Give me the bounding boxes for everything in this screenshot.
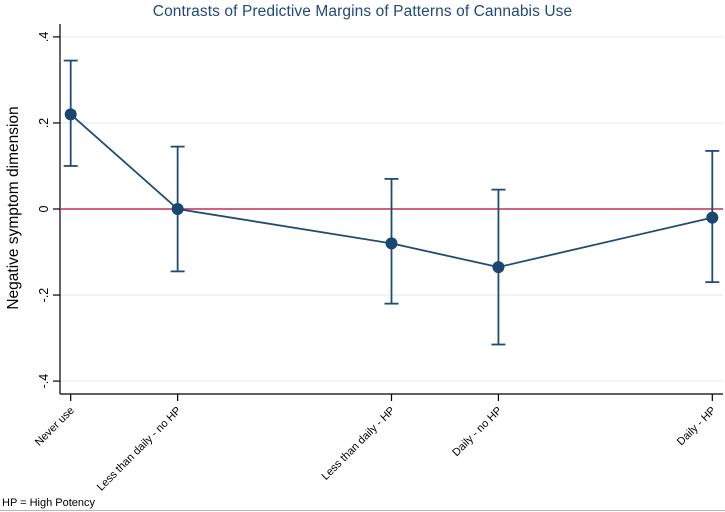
chart-title: Contrasts of Predictive Margins of Patte… <box>152 3 573 20</box>
data-point <box>706 211 719 224</box>
bottom-rule <box>0 510 725 511</box>
y-tick-label: -.2 <box>37 288 51 303</box>
x-tick-label: Never use <box>33 405 77 449</box>
y-tick-label: .4 <box>37 32 51 42</box>
x-tick-label: Less than daily - HP <box>320 405 398 483</box>
data-point <box>385 237 398 250</box>
y-tick-label: 0 <box>37 205 51 212</box>
y-tick-label: .2 <box>37 118 51 128</box>
hp-footnote: HP = High Potency <box>2 497 96 509</box>
x-tick-label: Daily - no HP <box>450 405 504 459</box>
data-point <box>171 203 184 215</box>
data-point <box>64 108 77 121</box>
data-point <box>492 261 505 274</box>
y-tick-label: -.4 <box>37 374 51 389</box>
x-tick-label: Daily - HP <box>675 405 718 448</box>
x-tick-label: Less than daily - no HP <box>95 405 184 494</box>
